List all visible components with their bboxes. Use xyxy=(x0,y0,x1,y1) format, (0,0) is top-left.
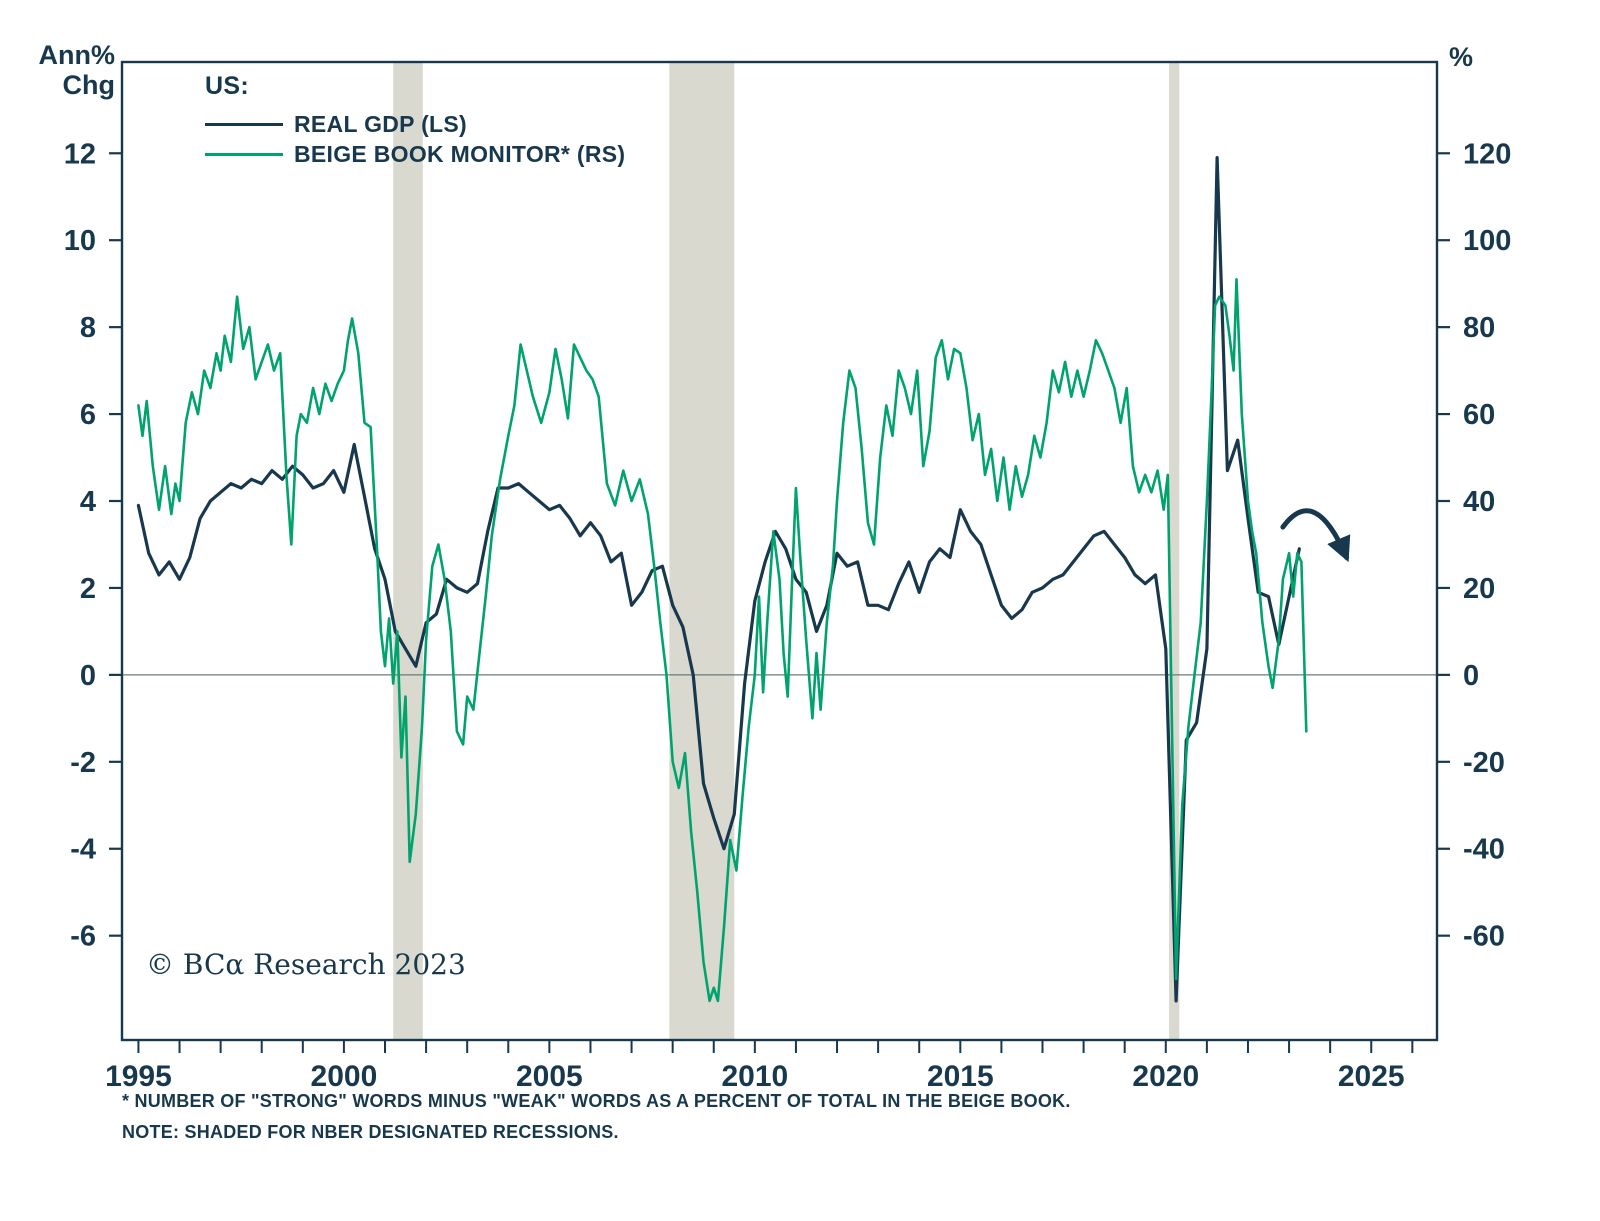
svg-text:2000: 2000 xyxy=(311,1060,378,1093)
legend-label-beige-book: BEIGE BOOK MONITOR* (RS) xyxy=(294,140,626,167)
svg-text:-40: -40 xyxy=(1463,834,1505,866)
svg-text:4: 4 xyxy=(80,486,96,518)
svg-text:10: 10 xyxy=(64,225,96,257)
svg-text:0: 0 xyxy=(80,660,96,692)
footnote-strong-weak: * NUMBER OF "STRONG" WORDS MINUS "WEAK" … xyxy=(122,1091,1071,1111)
svg-text:60: 60 xyxy=(1463,399,1495,431)
svg-text:0: 0 xyxy=(1463,660,1479,692)
svg-text:40: 40 xyxy=(1463,486,1495,518)
footnotes: * NUMBER OF "STRONG" WORDS MINUS "WEAK" … xyxy=(122,1086,1071,1147)
left-axis-title-line1: Ann% xyxy=(38,40,116,70)
legend-region-label: US: xyxy=(205,72,249,100)
svg-text:-6: -6 xyxy=(70,921,96,953)
left-axis-title-line2: Chg xyxy=(62,70,115,101)
legend: US: REAL GDP (LS) BEIGE BOOK MONITOR* (R… xyxy=(205,72,625,169)
svg-text:-20: -20 xyxy=(1463,747,1505,779)
svg-text:2020: 2020 xyxy=(1132,1060,1199,1093)
svg-text:-4: -4 xyxy=(70,834,96,866)
copyright-watermark: © BCα Research 2023 xyxy=(146,948,466,981)
svg-text:2015: 2015 xyxy=(927,1060,994,1093)
legend-item-real-gdp: REAL GDP (LS) xyxy=(205,109,625,139)
real-gdp-line-swatch xyxy=(205,122,283,126)
svg-text:6: 6 xyxy=(80,399,96,431)
svg-text:100: 100 xyxy=(1463,225,1511,257)
svg-text:2025: 2025 xyxy=(1338,1060,1405,1093)
svg-text:12: 12 xyxy=(64,138,96,170)
svg-text:2: 2 xyxy=(80,573,96,605)
svg-text:-2: -2 xyxy=(70,747,96,779)
svg-text:80: 80 xyxy=(1463,312,1495,344)
beige-book-line-swatch xyxy=(205,152,283,156)
legend-label-real-gdp: REAL GDP (LS) xyxy=(294,110,468,137)
svg-text:20: 20 xyxy=(1463,573,1495,605)
svg-text:8: 8 xyxy=(80,312,96,344)
svg-text:-60: -60 xyxy=(1463,921,1505,953)
legend-item-beige-book: BEIGE BOOK MONITOR* (RS) xyxy=(205,139,625,169)
footnote-nber: NOTE: SHADED FOR NBER DESIGNATED RECESSI… xyxy=(122,1121,619,1142)
svg-text:1995: 1995 xyxy=(105,1060,172,1093)
svg-text:2010: 2010 xyxy=(721,1060,788,1093)
right-axis-title: % xyxy=(1449,42,1474,72)
svg-text:120: 120 xyxy=(1463,138,1511,170)
left-axis-title: Ann% Chg xyxy=(30,40,116,101)
svg-text:2005: 2005 xyxy=(516,1060,583,1093)
